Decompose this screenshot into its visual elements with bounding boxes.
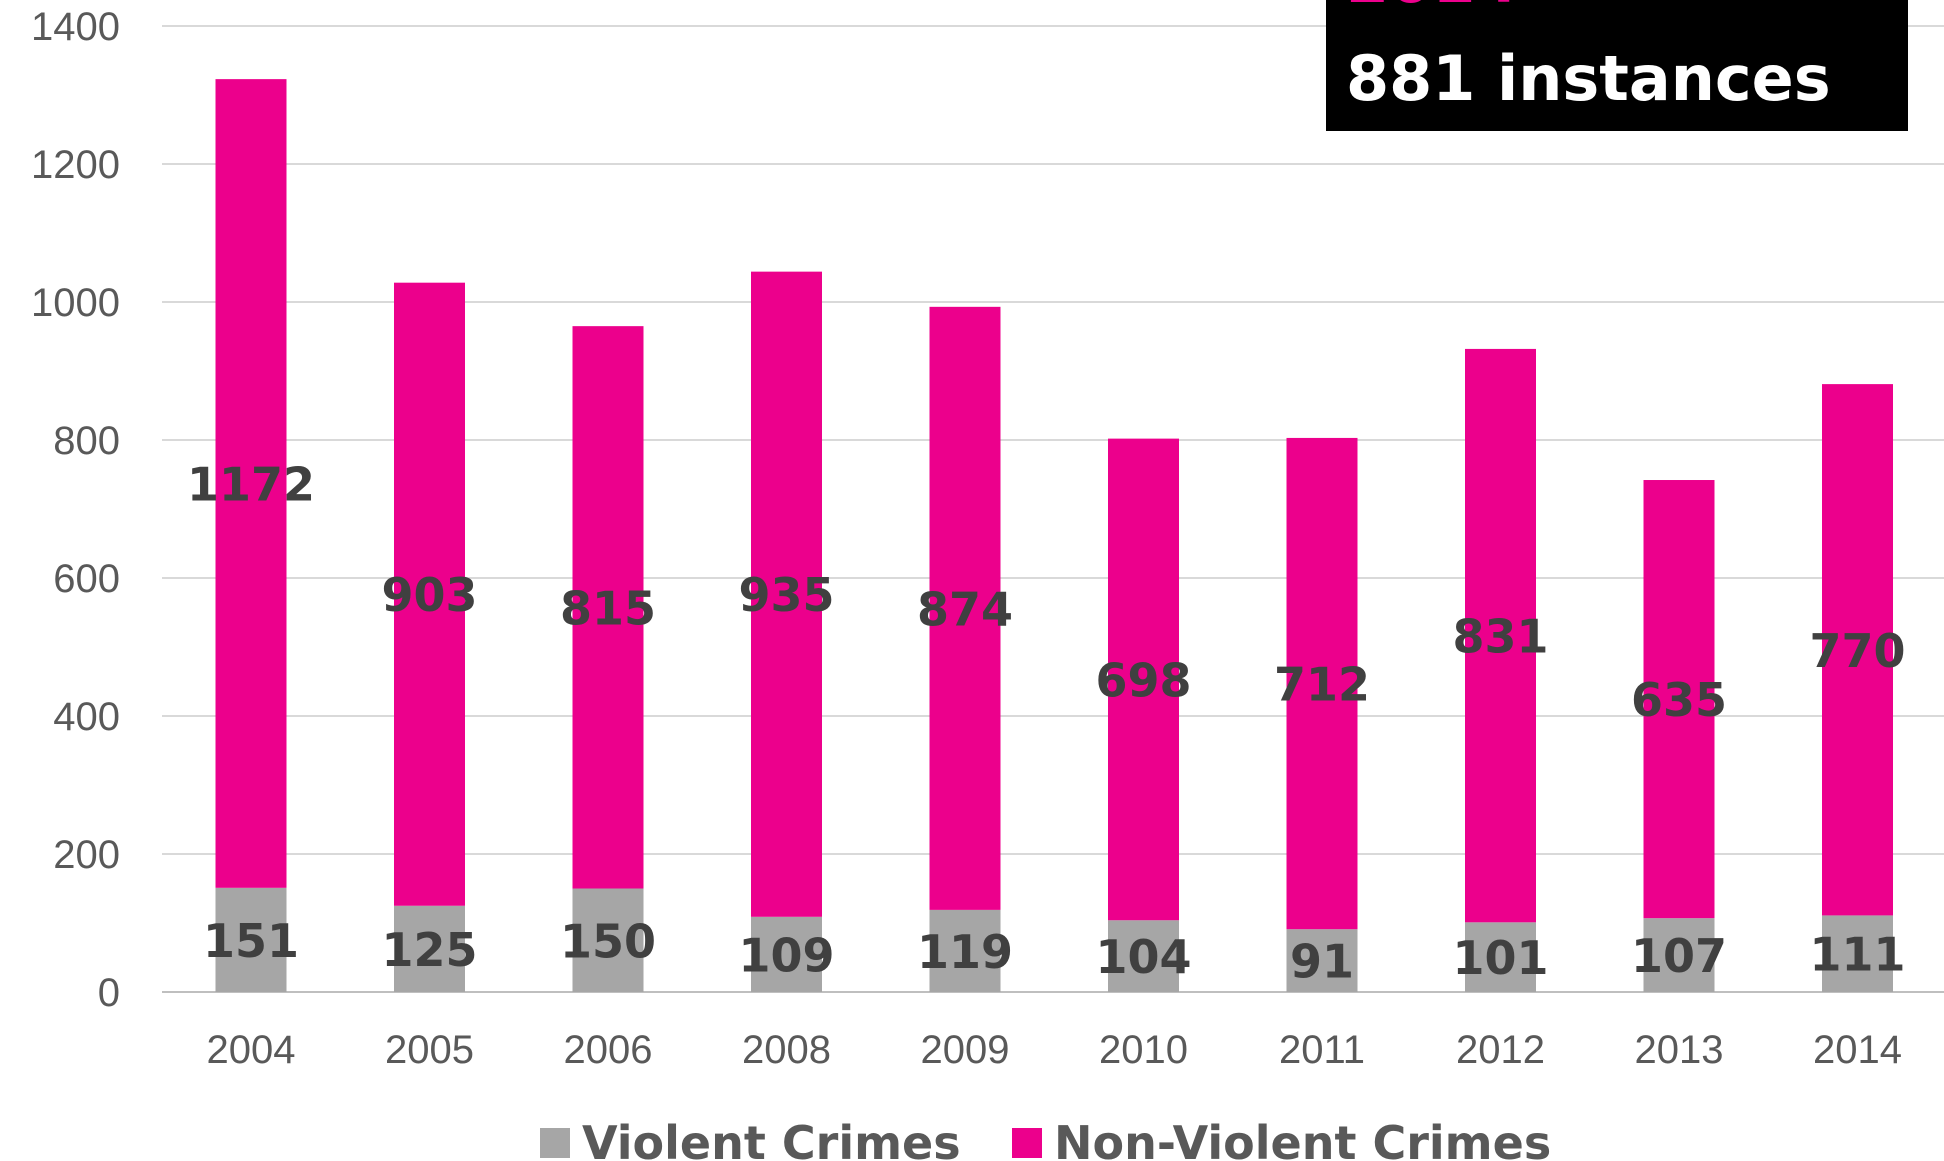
bar-violent [1108, 920, 1179, 992]
bar-non-violent [1643, 480, 1715, 919]
bar-non-violent [394, 282, 465, 906]
legend-swatch-violent [540, 1128, 570, 1158]
y-tick-label: 1000 [31, 281, 120, 325]
x-tick-label: 2012 [1456, 1028, 1545, 1072]
annotation-callout: 2014 881 instances [1326, 0, 1908, 131]
y-tick-label: 200 [53, 833, 120, 877]
legend-swatch-non-violent [1012, 1128, 1042, 1158]
bar-violent [1643, 918, 1715, 992]
bar-non-violent [1822, 384, 1893, 916]
data-label-violent: 91 [1290, 935, 1354, 989]
bar-non-violent [1108, 438, 1179, 921]
bar-non-violent [215, 79, 287, 888]
bar-non-violent [1286, 437, 1358, 930]
data-label-non-violent: 874 [917, 582, 1013, 636]
bar-violent [572, 888, 644, 992]
y-tick-label: 600 [53, 557, 120, 601]
y-tick-label: 0 [98, 971, 120, 1015]
data-label-non-violent: 935 [738, 568, 834, 622]
legend: Violent Crimes Non-Violent Crimes [540, 1116, 1551, 1161]
y-tick-label: 1200 [31, 143, 120, 187]
x-tick-label: 2006 [564, 1028, 653, 1072]
y-tick-label: 800 [53, 419, 120, 463]
bar-non-violent [1465, 348, 1536, 923]
bar-violent [1465, 922, 1536, 992]
data-label-non-violent: 831 [1452, 610, 1548, 664]
data-label-violent: 125 [381, 923, 477, 977]
x-tick-label: 2014 [1813, 1028, 1902, 1072]
data-label-non-violent: 698 [1095, 653, 1191, 707]
x-tick-label: 2009 [921, 1028, 1010, 1072]
x-tick-label: 2013 [1635, 1028, 1724, 1072]
bar-violent [394, 905, 465, 992]
y-axis: 0 200 400 600 800 1000 1200 1400 [31, 5, 120, 1015]
bar-non-violent [929, 306, 1001, 910]
bar-violent [929, 909, 1001, 992]
legend-label-non-violent: Non-Violent Crimes [1054, 1116, 1551, 1161]
data-label-violent: 119 [917, 925, 1013, 979]
data-label-non-violent: 635 [1631, 673, 1727, 727]
data-label-violent: 111 [1809, 928, 1905, 982]
bar-violent [751, 916, 822, 992]
y-tick-label: 400 [53, 695, 120, 739]
y-tick-label: 1400 [31, 5, 120, 49]
x-axis: 2004 2005 2006 2008 2009 2010 2011 2012 2013 2014 [207, 1028, 1902, 1072]
bar-violent [1822, 915, 1893, 992]
bars [215, 79, 1893, 992]
data-label-violent: 151 [203, 914, 299, 968]
x-tick-label: 2005 [385, 1028, 474, 1072]
bar-violent [215, 887, 287, 992]
x-tick-label: 2011 [1279, 1028, 1365, 1072]
x-tick-label: 2010 [1099, 1028, 1188, 1072]
data-label-non-violent: 712 [1274, 658, 1370, 712]
data-label-non-violent: 903 [381, 568, 477, 622]
data-label-violent: 107 [1631, 929, 1727, 983]
data-labels: 151 1172 125 903 150 815 109 935 119 874 104 698 91 7… [187, 457, 1906, 988]
data-label-non-violent: 770 [1809, 624, 1905, 678]
data-label-non-violent: 1172 [187, 457, 315, 511]
legend-label-violent: Violent Crimes [582, 1116, 961, 1161]
callout-title: 2014 [1346, 0, 1519, 17]
data-label-violent: 109 [738, 928, 834, 982]
bar-non-violent [572, 326, 644, 889]
data-label-violent: 104 [1095, 930, 1191, 984]
bar-violent [1286, 929, 1358, 992]
data-label-violent: 150 [560, 914, 656, 968]
bar-non-violent [751, 271, 822, 917]
data-label-violent: 101 [1452, 931, 1548, 985]
callout-value: 881 instances [1346, 42, 1831, 115]
x-tick-label: 2008 [742, 1028, 831, 1072]
data-label-non-violent: 815 [560, 581, 656, 635]
x-tick-label: 2004 [207, 1028, 296, 1072]
callout-box [1326, 0, 1908, 131]
